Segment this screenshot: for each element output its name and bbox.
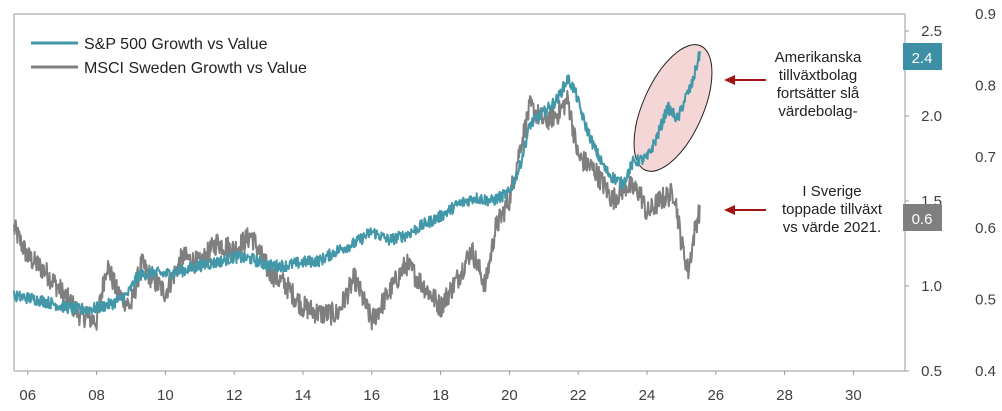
annotation-arrow-head (724, 75, 735, 85)
x-tick-label: 26 (707, 387, 724, 404)
x-tick-label: 20 (501, 387, 518, 404)
annotation-text-line: tillväxtbolag (779, 67, 857, 84)
y-right-tick-label: 0.9 (975, 6, 996, 23)
y-left-tick-label: 0.5 (921, 363, 942, 380)
x-tick-label: 06 (19, 387, 36, 404)
y-right-tick-label: 0.5 (975, 292, 996, 309)
y-left-tick-label: 2.0 (921, 108, 942, 125)
annotation-text-line: vs värde 2021. (783, 219, 881, 236)
x-tick-label: 12 (226, 387, 243, 404)
x-tick-label: 16 (363, 387, 380, 404)
legend: S&P 500 Growth vs Value MSCI Sweden Growt… (31, 36, 307, 77)
series-layer (13, 51, 702, 331)
y-right-tick-label: 0.6 (975, 220, 996, 237)
series-line-1 (13, 90, 702, 331)
end-value-badge-label: 2.4 (912, 50, 933, 67)
x-tick-label: 30 (845, 387, 862, 404)
y-right-tick-label: 0.7 (975, 149, 996, 166)
x-tick-label: 08 (88, 387, 105, 404)
plot-area (13, 13, 906, 372)
y-left-tick-label: 1.0 (921, 278, 942, 295)
end-value-badge: 0.6 (903, 204, 942, 231)
annotation-text-line: toppade tillväxt (782, 201, 883, 218)
x-tick-label: 28 (776, 387, 793, 404)
annotation-arrow-head (724, 205, 735, 215)
x-tick-label: 24 (639, 387, 656, 404)
annotation-text-line: I Sverige (802, 183, 861, 200)
series-line-0 (13, 51, 702, 316)
y-right-tick-label: 0.4 (975, 363, 996, 380)
y-right-tick-label: 0.8 (975, 77, 996, 94)
annotation-text-line: värdebolag- (778, 103, 857, 120)
end-value-badge-bg (903, 204, 942, 231)
x-tick-label: 22 (570, 387, 587, 404)
axes-layer: 06 08 10 12 14 16 18 20 22 24 26 28 300.51.01.52.02.… (19, 6, 996, 404)
x-tick-label: 14 (295, 387, 312, 404)
x-tick-label: 10 (157, 387, 174, 404)
annotation-text-line: Amerikanska (775, 49, 862, 66)
legend-label-1: MSCI Sweden Growth vs Value (84, 60, 307, 77)
y-left-tick-label: 2.5 (921, 23, 942, 40)
end-value-badge-bg (903, 43, 942, 70)
x-tick-label: 18 (432, 387, 449, 404)
end-value-badge: 2.4 (903, 43, 942, 70)
annotations: 2.4 0.6 Amerikanskatillväxtbolagfortsätter… (724, 43, 942, 236)
annotation-text-line: fortsätter slå (777, 85, 860, 102)
legend-label-0: S&P 500 Growth vs Value (84, 36, 268, 53)
end-value-badge-label: 0.6 (912, 211, 933, 228)
